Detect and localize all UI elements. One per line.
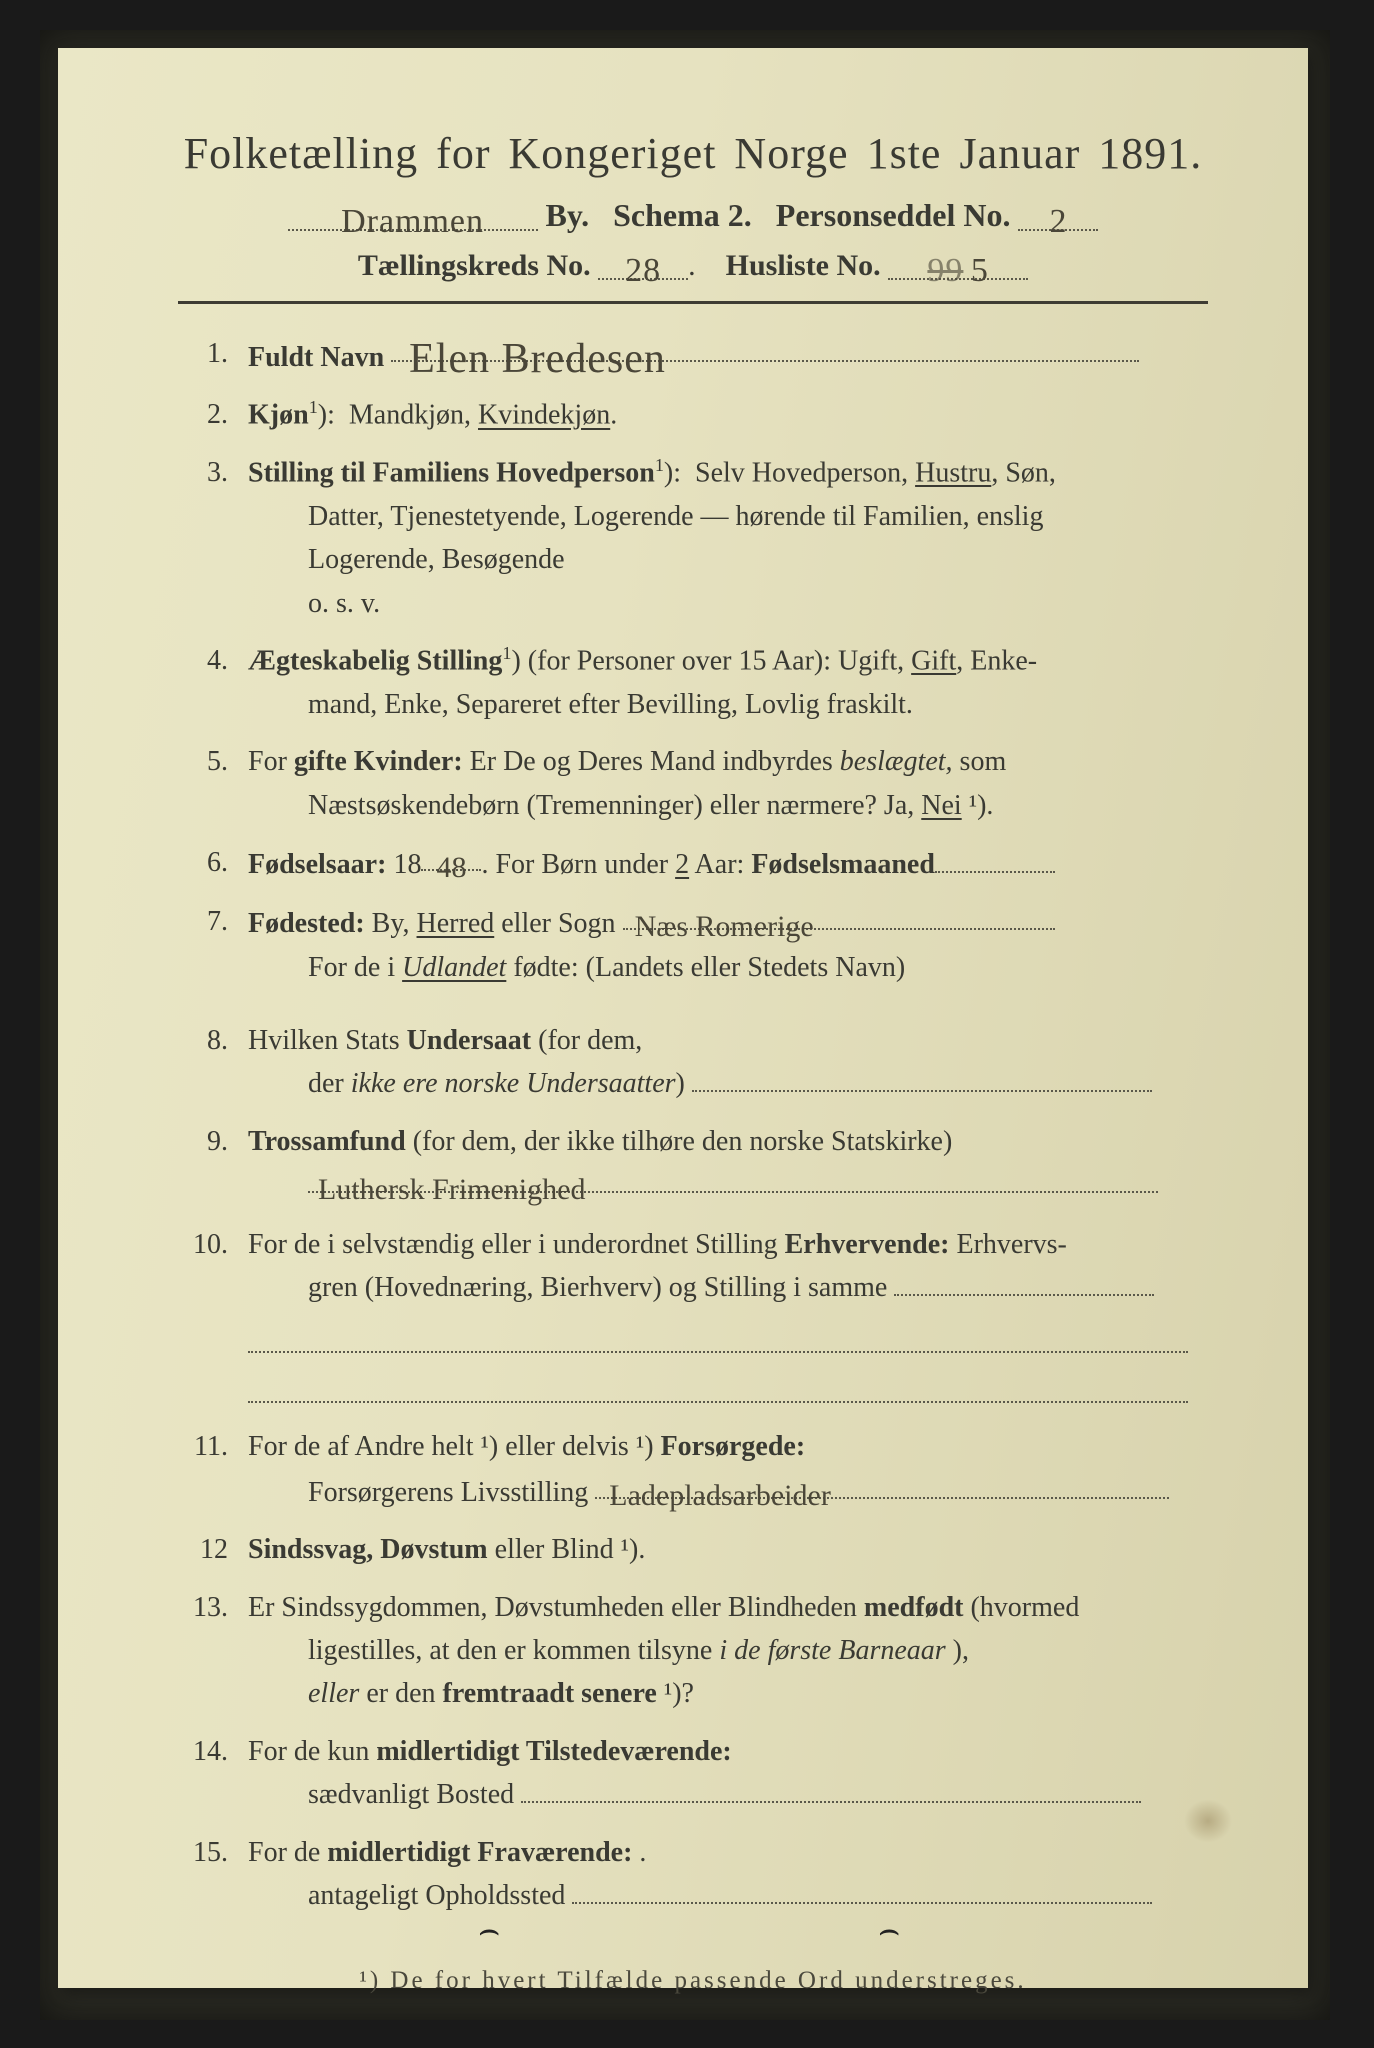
city-handwriting: Drammen (341, 203, 484, 240)
form-entries: Fuldt Navn Elen Bredesen Kjøn1): Mandkjø… (178, 332, 1208, 1917)
label-forsorgede: Forsørgede: (661, 1431, 806, 1462)
label-fravaerende: midlertidigt Fraværende: (327, 1837, 632, 1868)
header-line-1: Drammen By. Schema 2. Personseddel No. 2 (178, 197, 1208, 234)
footnote-text: ¹) De for hvert Tilfælde passende Ord un… (178, 1967, 1208, 1995)
opt-herred-underlined: Herred (417, 908, 495, 939)
field-forsorger: Ladepladsarbeider (595, 1469, 1169, 1499)
e3-line3: Logerende, Besøgende (248, 538, 1208, 581)
entry-14-tilstede: For de kun midlertidigt Tilstedeværende:… (178, 1730, 1208, 1817)
e4-line2: mand, Enke, Separeret efter Bevilling, L… (248, 683, 1208, 726)
label-tilstede: midlertidigt Tilstedeværende: (376, 1736, 731, 1767)
entry-11-forsorgede: For de af Andre helt ¹) eller delvis ¹) … (178, 1425, 1208, 1514)
entry-15-fravaerende: For de midlertidigt Fraværende: . antage… (178, 1831, 1208, 1918)
field-fodested: Næs Romerige (623, 900, 1055, 930)
label-stilling: Stilling til Familiens Hovedperson (248, 457, 655, 488)
page-title: Folketælling for Kongeriget Norge 1ste J… (178, 128, 1208, 179)
field-birthyear: 48 (421, 841, 481, 871)
opt-kvindekjon-underlined: Kvindekjøn (478, 400, 610, 431)
label-kjon: Kjøn (248, 400, 309, 431)
entry-7-fodested: Fødested: By, Herred eller Sogn Næs Rome… (178, 900, 1208, 989)
entry-3-stilling: Stilling til Familiens Hovedperson1): Se… (178, 451, 1208, 625)
personseddel-no-hand: 2 (1049, 203, 1067, 240)
schema-label: Schema 2. (613, 197, 752, 233)
label-gifte-kvinder: gifte Kvinder: (294, 746, 463, 777)
husliste-no-field: 99 5 (888, 248, 1028, 280)
hand-fodested: Næs Romerige (635, 910, 814, 943)
field-bosted (521, 1773, 1141, 1803)
label-fodselsaar: Fødselsaar: (248, 849, 386, 880)
hand-birthyear: 48 (436, 851, 466, 884)
field-fuldt-navn: Elen Bredesen (391, 332, 1139, 362)
opt-hustru-underlined: Hustru (915, 457, 991, 488)
husliste-no-struck: 99 (927, 252, 963, 289)
form-header: Folketælling for Kongeriget Norge 1ste J… (178, 128, 1208, 283)
field-erhverv-3 (248, 1373, 1188, 1403)
label-erhvervende: Erhvervende: (785, 1229, 950, 1260)
field-opholdssted (572, 1874, 1152, 1904)
husliste-no-hand: 5 (971, 252, 989, 289)
header-rule (178, 301, 1208, 304)
entry-6-fodselsaar: Fødselsaar: 1848. For Børn under 2 Aar: … (178, 841, 1208, 886)
entry-10-erhvervende: For de i selvstændig eller i underordnet… (178, 1223, 1208, 1404)
label-aegteskab: Ægteskabelig Stilling (248, 645, 502, 676)
hand-forsorger: Ladepladsarbeider (609, 1479, 831, 1512)
entry-12-sindssvag: Sindssvag, Døvstum eller Blind ¹). (178, 1528, 1208, 1571)
city-label: By. (546, 197, 590, 233)
entry-2-kjon: Kjøn1): Mandkjøn, Kvindekjøn. (178, 393, 1208, 437)
entry-8-undersaat: Hvilken Stats Undersaat (for dem, der ik… (178, 1019, 1208, 1106)
opt-gift-underlined: Gift (911, 645, 956, 676)
entry-4-aegteskab: Ægteskabelig Stilling1) (for Personer ov… (178, 639, 1208, 726)
field-erhverv-2 (248, 1323, 1188, 1353)
label-trossamfund: Trossamfund (248, 1126, 406, 1157)
kreds-no-field: 28 (598, 248, 688, 280)
field-erhverv-1 (894, 1266, 1154, 1296)
label-sindssvag: Sindssvag, Døvstum (248, 1534, 488, 1565)
field-undersaat (692, 1062, 1152, 1092)
field-trossamfund: Luthersk Frimenighed (308, 1163, 1158, 1193)
opt-nei-underlined: Nei (921, 790, 961, 821)
census-form-page: Folketælling for Kongeriget Norge 1ste J… (58, 48, 1308, 1988)
opt-mandkjon: Mandkjøn, (349, 400, 478, 431)
personseddel-no-field: 2 (1018, 197, 1098, 231)
label-medfodt: medfødt (864, 1592, 964, 1623)
field-birthmonth (935, 843, 1055, 873)
hand-fuldt-navn: Elen Bredesen (409, 336, 666, 382)
personseddel-label: Personseddel No. (776, 197, 1011, 233)
city-field: Drammen (288, 197, 538, 231)
binding-mark-1: ⌢ (478, 1912, 500, 1950)
entry-1-name: Fuldt Navn Elen Bredesen (178, 332, 1208, 379)
husliste-label: Husliste No. (726, 249, 881, 282)
kreds-label: Tællingskreds No. (358, 249, 591, 282)
entry-9-trossamfund: Trossamfund (for dem, der ikke tilhøre d… (178, 1120, 1208, 1209)
e3-line2: Datter, Tjenestetyende, Logerende — høre… (248, 495, 1208, 538)
e3-line4: o. s. v. (248, 582, 1208, 625)
entry-13-medfodt: Er Sindssygdommen, Døvstumheden eller Bl… (178, 1586, 1208, 1716)
label-undersaat: Undersaat (407, 1025, 531, 1056)
label-fodested: Fødested: (248, 908, 365, 939)
label-fuldt-navn: Fuldt Navn (248, 342, 384, 373)
header-line-2: Tællingskreds No. 28. Husliste No. 99 5 (178, 248, 1208, 283)
kreds-no-hand: 28 (625, 252, 661, 289)
hand-trossamfund: Luthersk Frimenighed (318, 1173, 585, 1206)
label-fremtraadt: fremtraadt senere (443, 1678, 657, 1709)
entry-5-gifte-kvinder: For gifte Kvinder: Er De og Deres Mand i… (178, 740, 1208, 827)
binding-mark-2: ⌢ (878, 1912, 900, 1950)
